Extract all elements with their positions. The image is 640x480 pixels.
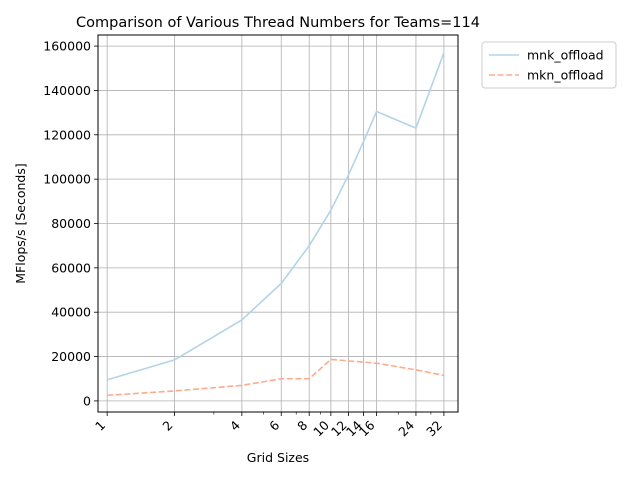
y-tick-label: 0	[83, 393, 91, 408]
x-axis-label: Grid Sizes	[247, 450, 309, 465]
series-lines	[106, 52, 445, 397]
legend: mnk_offload mkn_offload	[481, 41, 617, 89]
y-tick-label: 140000	[43, 83, 91, 98]
y-tick-label: 100000	[43, 172, 91, 187]
x-tick-label: 16	[356, 417, 378, 439]
grid-lines	[98, 35, 458, 412]
y-tick-label: 160000	[43, 39, 91, 54]
y-axis-label: MFlops/s [Seconds]	[13, 163, 28, 284]
legend-label-mnk-offload: mnk_offload	[527, 48, 604, 63]
y-tick-label: 40000	[51, 305, 91, 320]
x-tick-label: 24	[395, 417, 417, 439]
x-tick-label: 8	[294, 417, 310, 433]
chart-title: Comparison of Various Thread Numbers for…	[76, 15, 480, 31]
y-tick-label: 120000	[43, 127, 91, 142]
x-tick-label: 32	[423, 418, 445, 440]
legend-box	[481, 41, 617, 89]
x-tick-label: 2	[159, 418, 175, 434]
y-tick-label: 20000	[51, 349, 91, 364]
y-tick-label: 60000	[51, 260, 91, 275]
y-tick-label: 80000	[51, 216, 91, 231]
legend-label-mkn-offload: mkn_offload	[527, 68, 604, 83]
x-tick-label: 1	[92, 418, 108, 434]
series-line-mkn-offload	[107, 358, 445, 397]
x-tick-label: 4	[227, 417, 243, 433]
series-line-mnk-offload	[106, 52, 445, 381]
x-tick-label: 6	[266, 417, 282, 433]
y-axis-ticks: 0 20000 40000 60000 80000 100000 120000 140000 1…	[43, 39, 98, 408]
